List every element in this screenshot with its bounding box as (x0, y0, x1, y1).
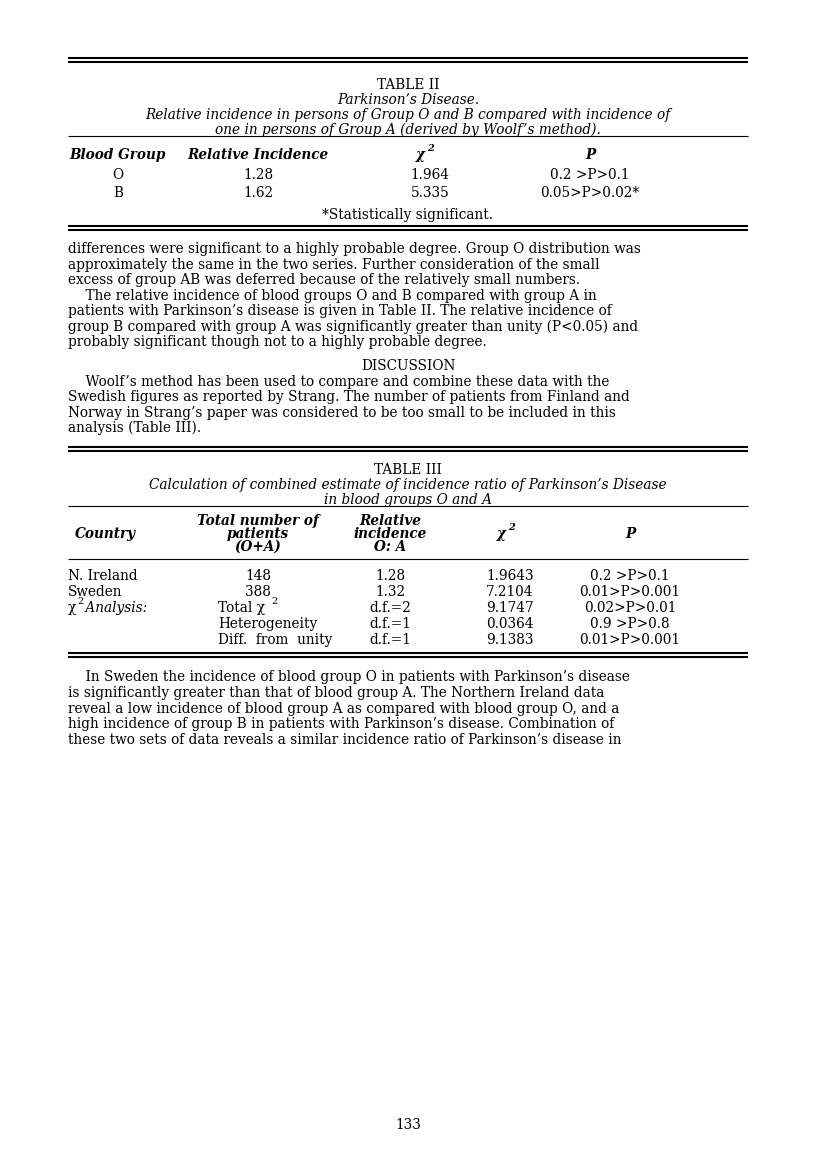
Text: Country: Country (74, 526, 135, 541)
Text: Diff.  from  unity: Diff. from unity (218, 633, 332, 647)
Text: Heterogeneity: Heterogeneity (218, 617, 317, 631)
Text: 0.01>P>0.001: 0.01>P>0.001 (579, 585, 681, 599)
Text: DISCUSSION: DISCUSSION (361, 358, 455, 373)
Text: d.f.=1: d.f.=1 (369, 633, 411, 647)
Text: Relative: Relative (359, 513, 421, 527)
Text: excess of group AB was deferred because of the relatively small numbers.: excess of group AB was deferred because … (68, 273, 580, 287)
Text: 2: 2 (271, 596, 277, 605)
Text: Blood Group: Blood Group (70, 148, 166, 162)
Text: 2: 2 (77, 596, 83, 605)
Text: 1.964: 1.964 (410, 168, 450, 182)
Text: 0.9 >P>0.8: 0.9 >P>0.8 (590, 617, 670, 631)
Text: 1.32: 1.32 (375, 585, 405, 599)
Text: is significantly greater than that of blood group A. The Northern Ireland data: is significantly greater than that of bl… (68, 686, 605, 700)
Text: *Statistically significant.: *Statistically significant. (322, 208, 494, 222)
Text: Woolf’s method has been used to compare and combine these data with the: Woolf’s method has been used to compare … (68, 374, 610, 389)
Text: d.f.=2: d.f.=2 (369, 601, 411, 615)
Text: TABLE II: TABLE II (377, 78, 439, 92)
Text: O: A: O: A (374, 540, 406, 554)
Text: one in persons of Group A (derived by Woolf’s method).: one in persons of Group A (derived by Wo… (215, 123, 601, 137)
Text: 0.05>P>0.02*: 0.05>P>0.02* (540, 186, 640, 200)
Text: The relative incidence of blood groups O and B compared with group A in: The relative incidence of blood groups O… (68, 289, 596, 303)
Text: N. Ireland: N. Ireland (68, 569, 138, 582)
Text: Parkinson’s Disease.: Parkinson’s Disease. (337, 93, 479, 107)
Text: 1.28: 1.28 (375, 569, 405, 582)
Text: O: O (113, 168, 123, 182)
Text: patients with Parkinson’s disease is given in Table II. The relative incidence o: patients with Parkinson’s disease is giv… (68, 304, 612, 318)
Text: 2: 2 (427, 144, 434, 153)
Text: 5.335: 5.335 (410, 186, 450, 200)
Text: d.f.=1: d.f.=1 (369, 617, 411, 631)
Text: 0.01>P>0.001: 0.01>P>0.001 (579, 633, 681, 647)
Text: differences were significant to a highly probable degree. Group O distribution w: differences were significant to a highly… (68, 242, 641, 256)
Text: B: B (113, 186, 123, 200)
Text: 1.9643: 1.9643 (486, 569, 534, 582)
Text: TABLE III: TABLE III (374, 463, 442, 477)
Text: 133: 133 (395, 1118, 421, 1131)
Text: In Sweden the incidence of blood group O in patients with Parkinson’s disease: In Sweden the incidence of blood group O… (68, 671, 630, 685)
Text: high incidence of group B in patients with Parkinson’s disease. Combination of: high incidence of group B in patients wi… (68, 717, 614, 731)
Text: P: P (625, 526, 635, 541)
Text: Relative incidence in persons of Group O and B compared with incidence of: Relative incidence in persons of Group O… (145, 108, 671, 122)
Text: Total χ: Total χ (218, 601, 265, 615)
Text: Calculation of combined estimate of incidence ratio of Parkinson’s Disease: Calculation of combined estimate of inci… (149, 478, 667, 491)
Text: patients: patients (227, 526, 289, 541)
Text: 1.62: 1.62 (243, 186, 273, 200)
Text: analysis (Table III).: analysis (Table III). (68, 421, 201, 435)
Text: (O+A): (O+A) (234, 540, 282, 554)
Text: Norway in Strang’s paper was considered to be too small to be included in this: Norway in Strang’s paper was considered … (68, 405, 616, 419)
Text: 2: 2 (508, 523, 515, 532)
Text: Relative Incidence: Relative Incidence (188, 148, 329, 162)
Text: χ: χ (497, 526, 506, 541)
Text: Swedish figures as reported by Strang. The number of patients from Finland and: Swedish figures as reported by Strang. T… (68, 390, 630, 404)
Text: probably significant though not to a highly probable degree.: probably significant though not to a hig… (68, 335, 487, 349)
Text: 0.2 >P>0.1: 0.2 >P>0.1 (590, 569, 670, 582)
Text: 148: 148 (245, 569, 271, 582)
Text: Analysis:: Analysis: (81, 601, 147, 615)
Text: in blood groups O and A: in blood groups O and A (324, 493, 492, 506)
Text: reveal a low incidence of blood group A as compared with blood group O, and a: reveal a low incidence of blood group A … (68, 701, 619, 716)
Text: these two sets of data reveals a similar incidence ratio of Parkinson’s disease : these two sets of data reveals a similar… (68, 732, 622, 747)
Text: 7.2104: 7.2104 (486, 585, 534, 599)
Text: 0.02>P>0.01: 0.02>P>0.01 (583, 601, 676, 615)
Text: incidence: incidence (353, 526, 427, 541)
Text: Total number of: Total number of (197, 513, 319, 527)
Text: 1.28: 1.28 (243, 168, 273, 182)
Text: Sweden: Sweden (68, 585, 122, 599)
Text: 9.1383: 9.1383 (486, 633, 534, 647)
Text: 9.1747: 9.1747 (486, 601, 534, 615)
Text: 388: 388 (245, 585, 271, 599)
Text: 0.0364: 0.0364 (486, 617, 534, 631)
Text: approximately the same in the two series. Further consideration of the small: approximately the same in the two series… (68, 258, 600, 272)
Text: 0.2 >P>0.1: 0.2 >P>0.1 (550, 168, 630, 182)
Text: χ: χ (68, 601, 77, 615)
Text: χ: χ (416, 148, 425, 162)
Text: P: P (585, 148, 595, 162)
Text: group B compared with group A was significantly greater than unity (P<0.05) and: group B compared with group A was signif… (68, 320, 638, 334)
